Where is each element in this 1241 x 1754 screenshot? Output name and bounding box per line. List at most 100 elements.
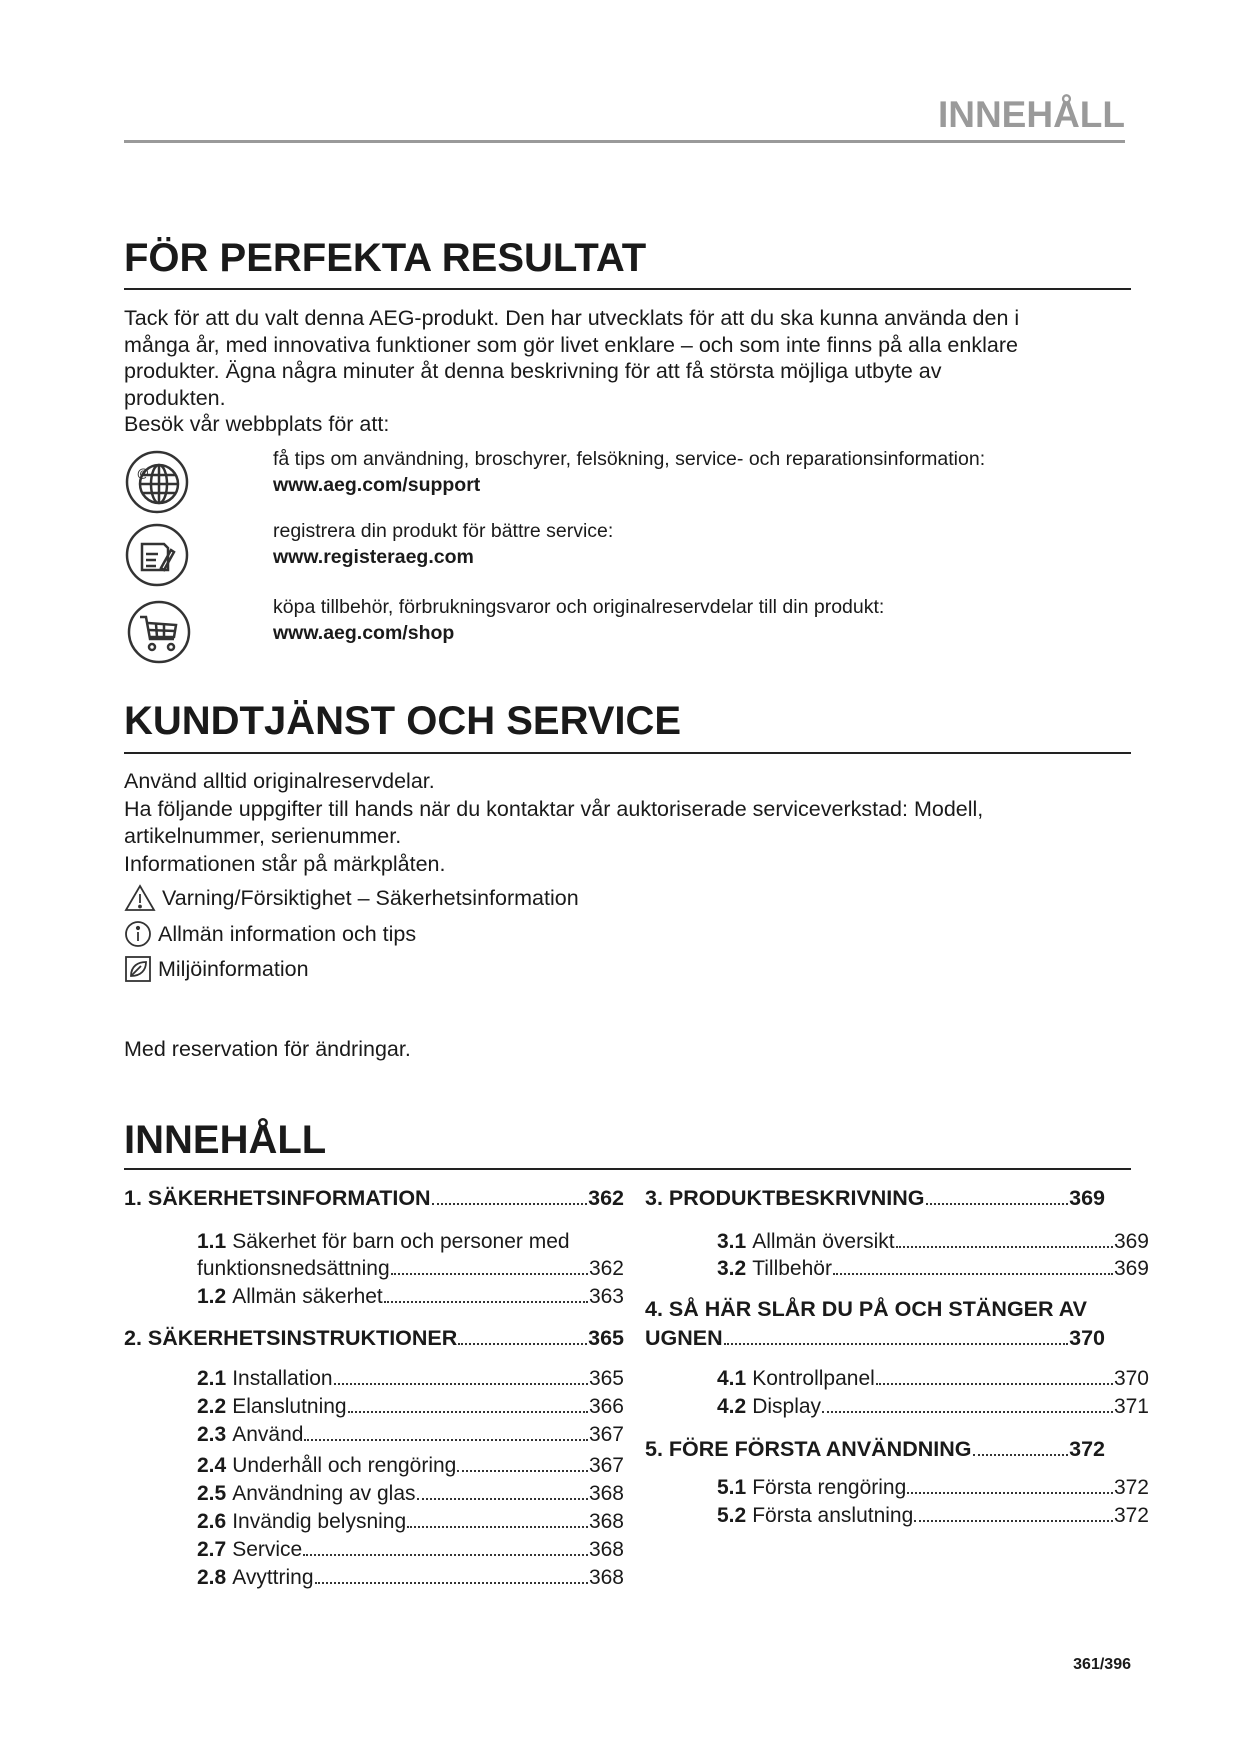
toc-entry[interactable]: 2.1 Installation 365 bbox=[197, 1367, 624, 1391]
toc-entry[interactable]: 2.7 Service 368 bbox=[197, 1538, 624, 1562]
toc-entry-label: 2. SÄKERHETSINSTRUKTIONER bbox=[124, 1326, 458, 1350]
toc-entry-page: 366 bbox=[588, 1395, 624, 1418]
toc-entry-label: Invändig belysning bbox=[232, 1510, 407, 1533]
toc-leader-dots bbox=[416, 1498, 588, 1500]
toc-leader-dots bbox=[457, 1470, 588, 1472]
toc-entry-number: 1.1 bbox=[197, 1230, 227, 1253]
toc-entry-page: 362 bbox=[588, 1257, 624, 1280]
link-description: registrera din produkt för bättre servic… bbox=[273, 520, 614, 542]
toc-entry-page: 370 bbox=[1069, 1326, 1105, 1350]
toc-entry[interactable]: 2.4 Underhåll och rengöring 367 bbox=[197, 1454, 624, 1478]
toc-entry-page: 363 bbox=[588, 1285, 624, 1308]
toc-entry-page: 372 bbox=[1069, 1437, 1105, 1461]
paragraph-line: artikelnummer, serienummer. bbox=[124, 824, 402, 849]
support-link[interactable]: www.aeg.com/support bbox=[273, 474, 481, 496]
symbol-info: Allmän information och tips bbox=[124, 920, 416, 948]
paragraph-line: Informationen står på märkplåten. bbox=[124, 852, 446, 877]
toc-entry-page: 362 bbox=[588, 1186, 624, 1210]
toc-entry-label: 4. SÅ HÄR SLÅR DU PÅ OCH STÄNGER AV bbox=[645, 1297, 1087, 1321]
toc-entry-label: Kontrollpanel bbox=[752, 1367, 875, 1390]
toc-entry[interactable]: 1.1 Säkerhet för barn och personer med bbox=[197, 1230, 624, 1254]
globe-icon: @ bbox=[125, 450, 189, 514]
toc-entry[interactable]: 4. SÅ HÄR SLÅR DU PÅ OCH STÄNGER AV bbox=[645, 1297, 1105, 1322]
document-pen-icon bbox=[125, 523, 189, 587]
toc-entry-page: 365 bbox=[588, 1367, 624, 1390]
toc-entry[interactable]: 3.2 Tillbehör 369 bbox=[717, 1257, 1149, 1281]
toc-entry[interactable]: 4.2 Display 371 bbox=[717, 1395, 1149, 1419]
toc-entry[interactable]: 5. FÖRE FÖRSTA ANVÄNDNING 372 bbox=[645, 1437, 1105, 1462]
toc-leader-dots bbox=[914, 1520, 1113, 1522]
toc-entry-label: 1. SÄKERHETSINFORMATION bbox=[124, 1186, 431, 1210]
symbol-label: Miljöinformation bbox=[158, 956, 309, 981]
link-item-register: registrera din produkt för bättre servic… bbox=[273, 518, 613, 570]
symbol-warning: Varning/Försiktighet – Säkerhetsinformat… bbox=[124, 884, 579, 912]
toc-leader-dots bbox=[333, 1383, 588, 1385]
toc-entry[interactable]: 3.1 Allmän översikt 369 bbox=[717, 1230, 1149, 1254]
section-title-results: FÖR PERFEKTA RESULTAT bbox=[124, 236, 647, 280]
toc-leader-dots bbox=[347, 1411, 588, 1413]
section-rule bbox=[124, 752, 1131, 754]
toc-leader-dots bbox=[383, 1301, 588, 1303]
toc-entry-number: 5.2 bbox=[717, 1504, 747, 1527]
toc-leader-dots bbox=[822, 1411, 1113, 1413]
toc-entry[interactable]: 2.6 Invändig belysning 368 bbox=[197, 1510, 624, 1534]
link-description: köpa tillbehör, förbrukningsvaror och or… bbox=[273, 596, 885, 618]
toc-entry-page: 369 bbox=[1113, 1257, 1149, 1280]
svg-text:@: @ bbox=[137, 466, 149, 480]
toc-entry-label: Elanslutning bbox=[232, 1395, 347, 1418]
toc-entry[interactable]: 2.2 Elanslutning 366 bbox=[197, 1395, 624, 1419]
toc-entry-number: 3.2 bbox=[717, 1257, 747, 1280]
toc-entry[interactable]: 2.3 Använd 367 bbox=[197, 1423, 624, 1447]
toc-entry[interactable]: 2.5 Användning av glas 368 bbox=[197, 1482, 624, 1506]
toc-entry-page: 370 bbox=[1113, 1367, 1149, 1390]
toc-entry[interactable]: funktionsnedsättning 362 bbox=[197, 1257, 624, 1281]
toc-entry[interactable]: 1. SÄKERHETSINFORMATION 362 bbox=[124, 1186, 624, 1211]
intro-paragraph: Tack för att du valt denna AEG-produkt. … bbox=[124, 305, 1134, 438]
toc-entry-page: 367 bbox=[588, 1454, 624, 1477]
toc-entry[interactable]: 2.8 Avyttring 368 bbox=[197, 1566, 624, 1590]
section-rule bbox=[124, 288, 1131, 290]
toc-entry-label: Första rengöring bbox=[752, 1476, 907, 1499]
toc-entry-number: 2.8 bbox=[197, 1566, 227, 1589]
toc-entry-label: Säkerhet för barn och personer med bbox=[232, 1230, 570, 1253]
toc-entry-label: Använd bbox=[232, 1423, 304, 1446]
paragraph-line: Besök vår webbplats för att: bbox=[124, 412, 390, 436]
toc-entry-number: 3.1 bbox=[717, 1230, 747, 1253]
toc-entry-label: Allmän översikt bbox=[752, 1230, 895, 1253]
toc-entry-number: 5.1 bbox=[717, 1476, 747, 1499]
toc-entry[interactable]: 5.1 Första rengöring 372 bbox=[717, 1476, 1149, 1500]
toc-entry-label: Installation bbox=[232, 1367, 333, 1390]
toc-leader-dots bbox=[895, 1246, 1113, 1248]
toc-entry-page: 371 bbox=[1113, 1395, 1149, 1418]
toc-entry-label: Underhåll och rengöring bbox=[232, 1454, 457, 1477]
toc-entry-number: 2.1 bbox=[197, 1367, 227, 1390]
toc-entry[interactable]: UGNEN 370 bbox=[645, 1326, 1105, 1351]
toc-entry-number: 1.2 bbox=[197, 1285, 227, 1308]
toc-entry[interactable]: 3. PRODUKTBESKRIVNING 369 bbox=[645, 1186, 1105, 1211]
warning-triangle-icon bbox=[124, 884, 156, 911]
toc-entry-number: 2.7 bbox=[197, 1538, 227, 1561]
toc-leader-dots bbox=[407, 1526, 588, 1528]
shop-link[interactable]: www.aeg.com/shop bbox=[273, 622, 455, 644]
paragraph-line: Tack för att du valt denna AEG-produkt. … bbox=[124, 306, 1020, 330]
toc-entry-label: Display bbox=[752, 1395, 822, 1418]
register-link[interactable]: www.registeraeg.com bbox=[273, 546, 474, 568]
shopping-cart-icon bbox=[127, 600, 191, 664]
toc-entry-label: Service bbox=[232, 1538, 303, 1561]
running-header: INNEHÅLL bbox=[937, 94, 1125, 135]
toc-entry[interactable]: 1.2 Allmän säkerhet 363 bbox=[197, 1285, 624, 1309]
link-item-support: få tips om användning, broschyrer, felsö… bbox=[273, 446, 985, 498]
toc-entry[interactable]: 5.2 Första anslutning 372 bbox=[717, 1504, 1149, 1528]
section-title-contents: INNEHÅLL bbox=[124, 1118, 327, 1162]
toc-entry[interactable]: 2. SÄKERHETSINSTRUKTIONER 365 bbox=[124, 1326, 624, 1351]
toc-entry-number: 2.6 bbox=[197, 1510, 227, 1533]
toc-entry[interactable]: 4.1 Kontrollpanel 370 bbox=[717, 1367, 1149, 1391]
service-paragraph: Använd alltid originalreservdelar. Ha fö… bbox=[124, 768, 1134, 879]
toc-entry-number: 2.3 bbox=[197, 1423, 227, 1446]
toc-leader-dots bbox=[314, 1582, 588, 1584]
toc-entry-label: Allmän säkerhet bbox=[232, 1285, 383, 1308]
link-item-shop: köpa tillbehör, förbrukningsvaror och or… bbox=[273, 594, 884, 646]
symbol-label: Allmän information och tips bbox=[158, 921, 417, 946]
toc-leader-dots bbox=[907, 1492, 1113, 1494]
toc-entry-label: UGNEN bbox=[645, 1326, 723, 1350]
